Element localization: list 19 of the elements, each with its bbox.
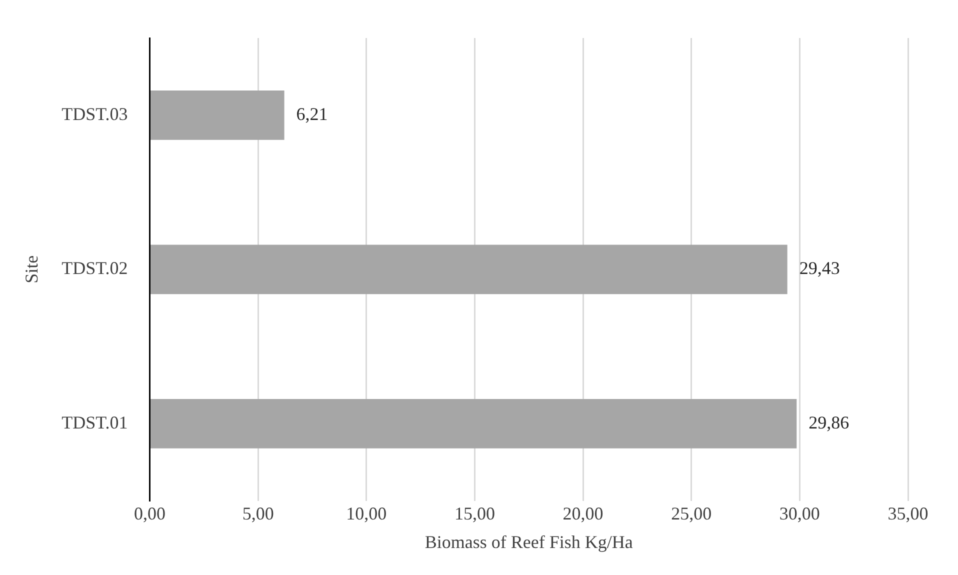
x-tick-label: 25,00 bbox=[671, 503, 712, 524]
x-axis-title: Biomass of Reef Fish Kg/Ha bbox=[424, 532, 633, 552]
y-axis-title: Site bbox=[22, 255, 42, 284]
x-tick-label: 35,00 bbox=[888, 503, 928, 524]
x-tick-label: 10,00 bbox=[346, 503, 387, 524]
bar bbox=[150, 90, 284, 140]
data-label: 29,43 bbox=[799, 258, 840, 278]
y-tick-label: TDST.02 bbox=[62, 258, 128, 278]
data-label: 6,21 bbox=[296, 104, 328, 124]
x-tick-label: 15,00 bbox=[454, 503, 495, 524]
data-label: 29,86 bbox=[808, 412, 850, 432]
x-tick-label: 0,00 bbox=[134, 503, 166, 524]
x-tick-label: 20,00 bbox=[562, 503, 604, 524]
x-tick-label: 30,00 bbox=[779, 503, 820, 524]
x-tick-label: 5,00 bbox=[242, 503, 274, 524]
bar bbox=[150, 398, 797, 448]
bar bbox=[150, 244, 788, 294]
y-tick-label: TDST.03 bbox=[62, 104, 128, 124]
y-tick-label: TDST.01 bbox=[62, 412, 128, 432]
